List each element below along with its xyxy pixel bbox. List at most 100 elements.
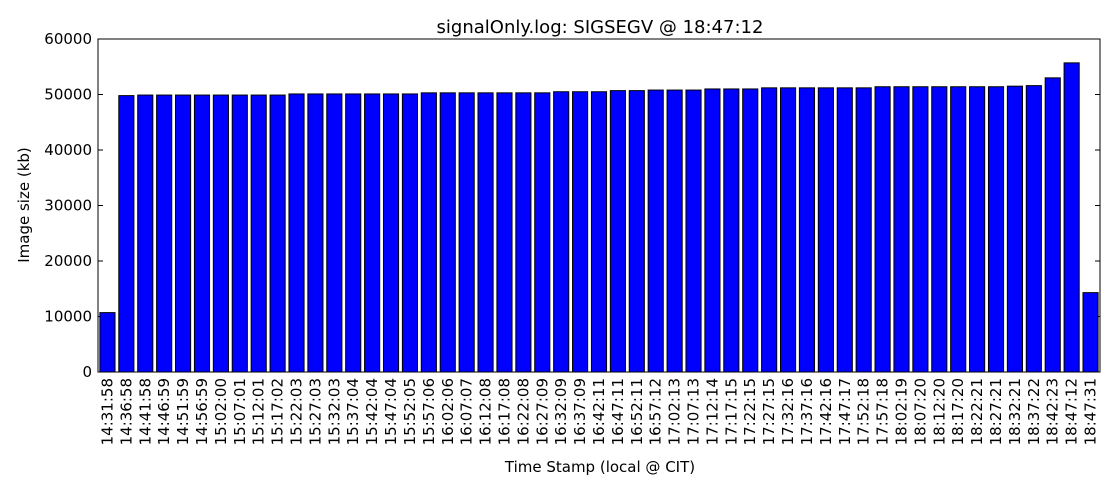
bar [874,86,891,373]
x-tick-label: 14:56:59 [193,378,211,445]
x-tick-label: 16:52:11 [628,378,646,445]
x-tick-label: 15:07:01 [231,378,249,445]
x-tick-label: 15:57:06 [420,378,438,445]
bar [420,92,437,373]
x-tick-label: 17:52:18 [855,378,873,445]
bar [269,94,286,373]
x-tick-label: 18:32:21 [1006,378,1024,445]
bar [1006,85,1023,373]
bar [817,87,834,373]
bar [628,90,645,373]
bar [1082,292,1099,373]
bar [969,86,986,373]
bar [798,87,816,373]
bar [250,94,267,373]
x-tick-label: 17:47:17 [836,378,854,445]
x-tick-label: 17:07:13 [685,378,703,445]
x-tick-label: 17:12:14 [703,378,721,445]
bar [477,92,494,373]
x-tick-label: 18:17:20 [949,378,967,445]
x-tick-label: 16:12:08 [477,378,495,445]
bar [742,88,759,373]
bar [118,95,135,373]
x-tick-label: 14:31:58 [98,378,116,445]
bar [401,93,419,373]
bar [553,91,570,373]
x-axis-label: Time Stamp (local @ CIT) [504,458,695,476]
bar [307,93,324,373]
y-tick-label: 40000 [44,141,92,159]
x-tick-label: 15:02:00 [212,378,230,445]
bar [496,92,513,373]
bar [950,86,967,373]
bar [704,88,721,373]
bar [534,92,551,373]
x-tick-label: 15:27:03 [306,378,324,445]
y-tick-label: 60000 [44,30,92,48]
bar [779,87,797,373]
x-tick-label: 16:22:08 [514,378,532,445]
x-tick-label: 18:42:23 [1044,378,1062,445]
bar [931,86,948,373]
bar [987,86,1005,373]
bar [1044,77,1061,373]
x-tick-label: 15:22:03 [288,378,306,445]
x-tick-label: 15:17:02 [269,378,287,445]
bar [382,93,400,373]
x-tick-label: 16:32:09 [552,378,570,445]
y-tick-label: 10000 [44,308,92,326]
x-tick-label: 17:27:15 [760,378,778,445]
bar [364,93,381,373]
y-tick-label: 50000 [44,86,92,104]
bar [439,92,456,373]
x-tick-label: 18:07:20 [911,378,929,445]
bar [590,91,608,373]
y-tick-label: 30000 [44,197,92,215]
bar [647,89,664,373]
bar [212,94,229,373]
x-tick-label: 14:36:58 [117,378,135,445]
x-tick-label: 15:47:04 [382,378,400,445]
x-tick-label: 14:51:59 [174,378,192,445]
bar [1063,62,1080,373]
bar [193,94,211,373]
x-tick-label: 17:57:18 [874,378,892,445]
x-tick-label: 16:07:07 [458,378,476,445]
bar [137,94,154,373]
bar [515,92,532,373]
bar [723,88,740,373]
x-tick-label: 17:37:16 [798,378,816,445]
x-tick-label: 16:17:08 [495,378,513,445]
x-tick-label: 18:47:31 [1082,378,1100,445]
bar [761,87,778,373]
y-axis-label: Image size (kb) [15,147,33,263]
bar [175,94,192,373]
x-tick-label: 15:32:03 [325,378,343,445]
x-tick-label: 14:41:58 [136,378,154,445]
x-tick-label: 15:37:04 [344,378,362,445]
y-tick-label: 20000 [44,252,92,270]
bar [836,87,853,373]
x-tick-label: 16:02:06 [439,378,457,445]
bar [685,89,702,373]
x-tick-label: 18:12:20 [930,378,948,445]
bar [326,93,343,373]
x-tick-label: 17:32:16 [779,378,797,445]
x-tick-label: 18:47:12 [1063,378,1081,445]
x-tick-label: 16:37:09 [571,378,589,445]
x-tick-label: 16:57:12 [647,378,665,445]
x-tick-label: 17:02:13 [666,378,684,445]
bar [156,94,173,373]
x-tick-label: 17:22:15 [741,378,759,445]
bar [99,312,116,373]
bar [572,91,589,373]
x-tick-label: 16:27:09 [533,378,551,445]
bar [1025,85,1042,373]
bar [666,89,683,373]
x-tick-label: 15:42:04 [363,378,381,445]
y-tick-label: 0 [82,363,92,381]
bar [893,86,910,373]
bar [345,93,362,373]
x-tick-label: 18:27:21 [987,378,1005,445]
